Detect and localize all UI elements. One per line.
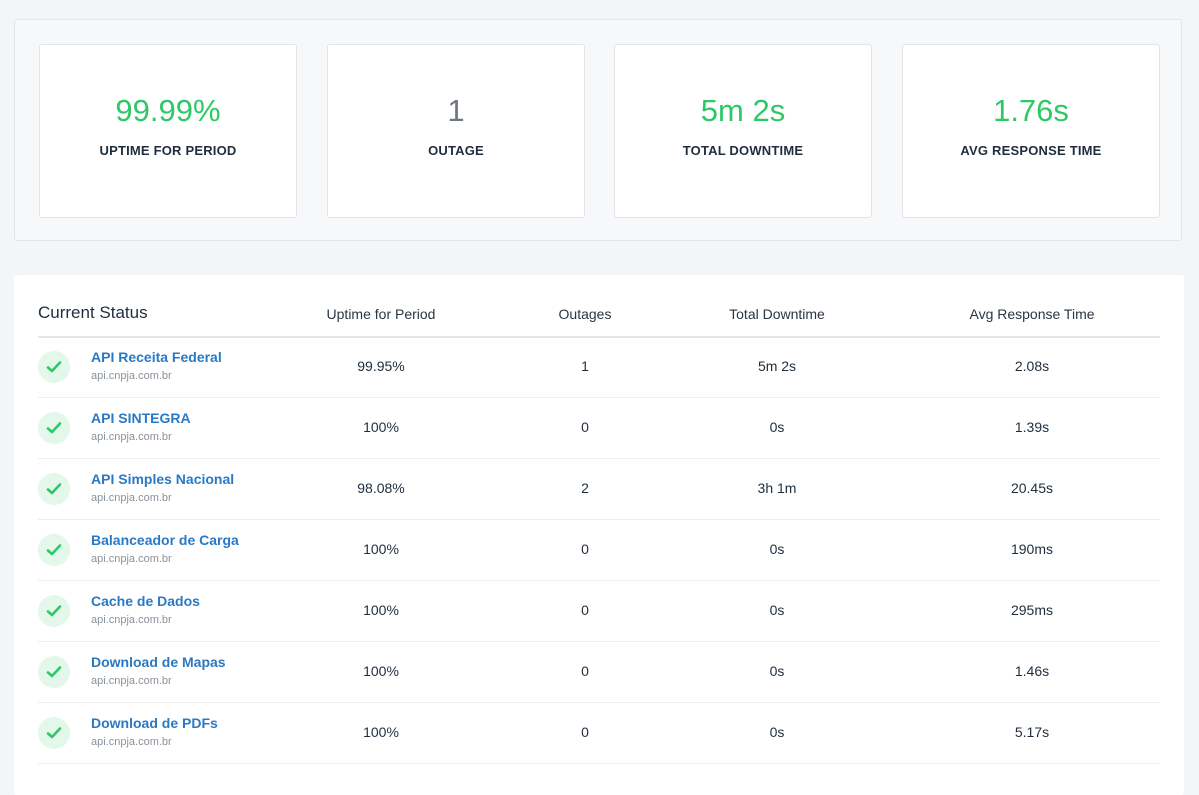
- response-value: 1.76s: [993, 93, 1069, 128]
- row-downtime: 0s: [769, 419, 785, 435]
- row-outages: 0: [581, 541, 589, 557]
- row-downtime: 0s: [769, 602, 785, 618]
- row-downtime: 0s: [769, 541, 785, 557]
- row-outages: 0: [581, 724, 589, 740]
- row-response: 20.45s: [1010, 480, 1054, 496]
- service-name-link[interactable]: Download de Mapas: [91, 654, 226, 670]
- row-response: 5.17s: [1014, 724, 1050, 740]
- status-title: Current Status: [38, 303, 148, 322]
- service-name-link[interactable]: API SINTEGRA: [91, 410, 191, 426]
- service-host: api.cnpja.com.br: [91, 553, 172, 565]
- service-host: api.cnpja.com.br: [91, 614, 172, 626]
- row-response: 1.46s: [1014, 663, 1050, 679]
- table-header: Current Status Uptime for Period Outages…: [38, 299, 1160, 338]
- check-circle-icon: [38, 534, 70, 566]
- service-host: api.cnpja.com.br: [91, 370, 172, 382]
- outage-card: 1 OUTAGE: [327, 44, 585, 218]
- row-downtime: 5m 2s: [757, 358, 797, 374]
- service-host: api.cnpja.com.br: [91, 492, 172, 504]
- row-uptime: 99.95%: [357, 358, 405, 374]
- column-response: Avg Response Time: [969, 306, 1095, 322]
- row-uptime: 98.08%: [357, 480, 405, 496]
- service-host: api.cnpja.com.br: [91, 736, 172, 748]
- table-row: Download de Mapas api.cnpja.com.br 100% …: [38, 642, 1160, 703]
- outage-label: OUTAGE: [428, 143, 484, 158]
- table-row: API Receita Federal api.cnpja.com.br 99.…: [38, 337, 1160, 398]
- status-panel: Current Status Uptime for Period Outages…: [14, 275, 1184, 795]
- check-circle-icon: [38, 473, 70, 505]
- table-row: Download de PDFs api.cnpja.com.br 100% 0…: [38, 703, 1160, 764]
- row-response: 295ms: [1010, 602, 1054, 618]
- check-circle-icon: [38, 717, 70, 749]
- column-downtime: Total Downtime: [729, 306, 825, 322]
- response-label: AVG RESPONSE TIME: [960, 143, 1102, 158]
- row-downtime: 0s: [769, 724, 785, 740]
- outage-value: 1: [447, 93, 465, 128]
- uptime-card: 99.99% UPTIME FOR PERIOD: [39, 44, 297, 218]
- column-outages: Outages: [558, 306, 612, 322]
- downtime-value: 5m 2s: [700, 93, 786, 128]
- check-circle-icon: [38, 656, 70, 688]
- service-host: api.cnpja.com.br: [91, 431, 172, 443]
- row-response: 190ms: [1010, 541, 1054, 557]
- downtime-card: 5m 2s TOTAL DOWNTIME: [614, 44, 872, 218]
- row-response: 2.08s: [1014, 358, 1050, 374]
- table-row: Balanceador de Carga api.cnpja.com.br 10…: [38, 520, 1160, 581]
- uptime-value: 99.99%: [115, 93, 221, 128]
- row-uptime: 100%: [363, 419, 399, 435]
- row-outages: 0: [581, 602, 589, 618]
- row-downtime: 3h 1m: [757, 480, 797, 496]
- row-uptime: 100%: [363, 663, 399, 679]
- check-circle-icon: [38, 351, 70, 383]
- service-name-link[interactable]: API Simples Nacional: [91, 471, 235, 487]
- service-name-link[interactable]: Balanceador de Carga: [91, 532, 239, 548]
- summary-panel: 99.99% UPTIME FOR PERIOD 1 OUTAGE 5m 2s …: [14, 19, 1182, 241]
- service-host: api.cnpja.com.br: [91, 675, 172, 687]
- uptime-label: UPTIME FOR PERIOD: [99, 143, 237, 158]
- check-circle-icon: [38, 412, 70, 444]
- row-uptime: 100%: [363, 724, 399, 740]
- row-outages: 0: [581, 663, 589, 679]
- row-outages: 0: [581, 419, 589, 435]
- row-uptime: 100%: [363, 602, 399, 618]
- service-name-link[interactable]: API Receita Federal: [91, 349, 222, 365]
- table-row: Cache de Dados api.cnpja.com.br 100% 0 0…: [38, 581, 1160, 642]
- service-name-link[interactable]: Cache de Dados: [91, 593, 200, 609]
- response-card: 1.76s AVG RESPONSE TIME: [902, 44, 1160, 218]
- table-row: API SINTEGRA api.cnpja.com.br 100% 0 0s …: [38, 398, 1160, 459]
- row-response: 1.39s: [1014, 419, 1050, 435]
- row-downtime: 0s: [769, 663, 785, 679]
- row-outages: 2: [581, 480, 589, 496]
- row-uptime: 100%: [363, 541, 399, 557]
- row-outages: 1: [581, 358, 589, 374]
- table-row: API Simples Nacional api.cnpja.com.br 98…: [38, 459, 1160, 520]
- check-circle-icon: [38, 595, 70, 627]
- service-name-link[interactable]: Download de PDFs: [91, 715, 218, 731]
- column-uptime: Uptime for Period: [326, 306, 436, 322]
- downtime-label: TOTAL DOWNTIME: [682, 143, 804, 158]
